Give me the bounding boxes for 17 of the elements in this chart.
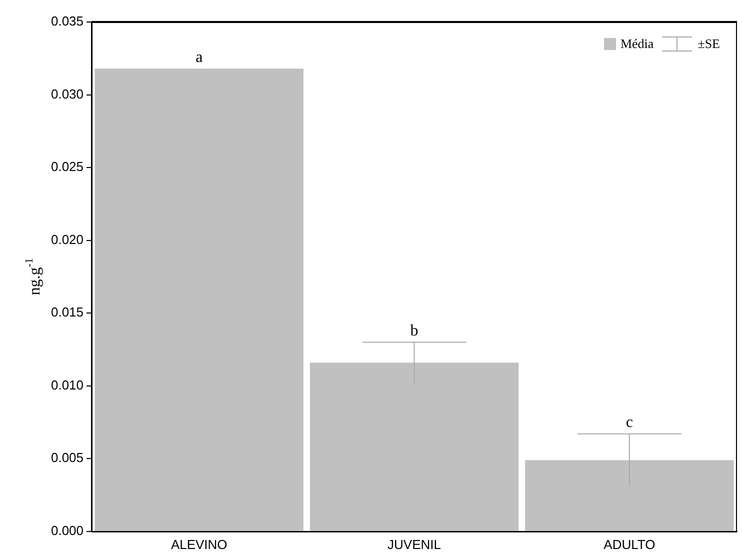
y-tick-label: 0.030: [50, 86, 84, 102]
annotation: a: [196, 48, 203, 66]
y-axis-title: ng.g-1: [24, 258, 44, 296]
y-tick-label: 0.035: [50, 14, 84, 29]
annotation: b: [410, 322, 418, 340]
x-tick-label: JUVENIL: [388, 536, 441, 552]
y-tick-label: 0.000: [50, 522, 84, 538]
y-tick-label: 0.010: [50, 377, 84, 392]
x-tick-label: ADULTO: [604, 536, 656, 552]
legend-label: Média: [620, 36, 654, 52]
y-tick-label: 0.025: [50, 159, 84, 174]
annotation: ±SE: [698, 36, 720, 52]
y-tick-label: 0.020: [50, 232, 84, 247]
y-tick-label: 0.015: [50, 304, 84, 320]
x-tick-label: ALEVINO: [170, 536, 228, 552]
y-tick-label: 0.005: [50, 450, 84, 466]
annotation: c: [626, 414, 633, 432]
